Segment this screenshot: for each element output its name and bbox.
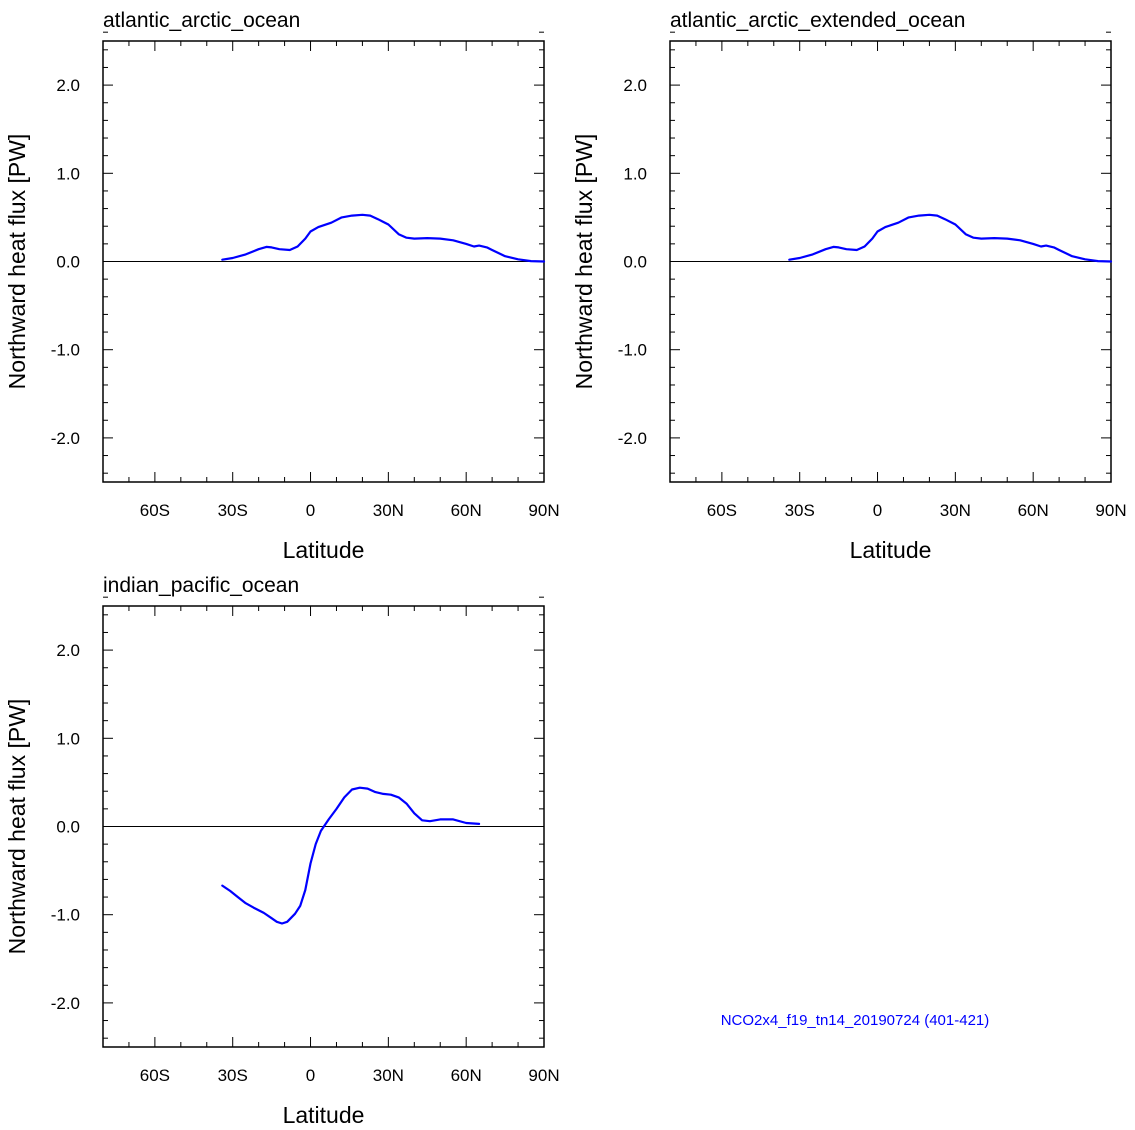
chart-title: atlantic_arctic_extended_ocean <box>670 9 965 32</box>
y-tick-label: -1.0 <box>618 341 647 360</box>
y-tick-label: -2.0 <box>618 429 647 448</box>
x-tick-label: 0 <box>306 501 315 520</box>
x-tick-label: 60N <box>451 1066 482 1085</box>
x-tick-label: 60N <box>451 501 482 520</box>
series-line <box>221 786 481 925</box>
x-tick-label: 60S <box>707 501 737 520</box>
y-tick-label: 1.0 <box>56 164 80 183</box>
x-tick-label: 0 <box>873 501 882 520</box>
y-axis-label: Northward heat flux [PW] <box>4 699 30 955</box>
x-tick-label: 60S <box>140 501 170 520</box>
panel-indian-pacific-ocean: indian_pacific_ocean 60S 30S 0 30N 60N 90N 2.0 1… <box>4 574 560 1128</box>
x-tick-label: 90N <box>528 501 559 520</box>
x-tick-label: 0 <box>306 1066 315 1085</box>
run-label: NCO2x4_f19_tn14_20190724 (401-421) <box>721 1012 990 1029</box>
y-tick-label: 0.0 <box>56 253 80 272</box>
x-tick-label: 90N <box>1095 501 1126 520</box>
y-tick-label: 1.0 <box>623 164 647 183</box>
y-axis-label: Northward heat flux [PW] <box>571 134 597 390</box>
y-tick-label: 2.0 <box>56 641 80 660</box>
x-axis-label: Latitude <box>283 537 365 563</box>
x-tick-label: 60S <box>140 1066 170 1085</box>
x-tick-label: 90N <box>528 1066 559 1085</box>
y-tick-label: 1.0 <box>56 729 80 748</box>
chart-title: indian_pacific_ocean <box>103 574 299 597</box>
x-tick-label: 30N <box>373 1066 404 1085</box>
x-axis-label: Latitude <box>850 537 932 563</box>
x-tick-label: 30N <box>940 501 971 520</box>
x-tick-label: 30S <box>218 1066 248 1085</box>
y-tick-label: 2.0 <box>623 76 647 95</box>
series-line <box>221 213 546 263</box>
x-tick-label: 60N <box>1018 501 1049 520</box>
y-tick-label: 0.0 <box>56 818 80 837</box>
y-tick-label: 2.0 <box>56 76 80 95</box>
panel-atlantic-arctic-extended-ocean: atlantic_arctic_extended_ocean 60S 30S 0 30N… <box>571 9 1127 563</box>
x-axis-label: Latitude <box>283 1102 365 1128</box>
y-axis-label: Northward heat flux [PW] <box>4 134 30 390</box>
y-tick-label: -1.0 <box>51 906 80 925</box>
chart-title: atlantic_arctic_ocean <box>103 9 300 32</box>
y-tick-label: -2.0 <box>51 429 80 448</box>
y-tick-label: -2.0 <box>51 994 80 1013</box>
y-tick-label: 0.0 <box>623 253 647 272</box>
x-tick-label: 30S <box>218 501 248 520</box>
y-tick-label: -1.0 <box>51 341 80 360</box>
x-tick-label: 30S <box>785 501 815 520</box>
panel-atlantic-arctic-ocean: atlantic_arctic_ocean 60S 30S 0 30N 60N 90N 2.0… <box>4 9 560 563</box>
x-tick-label: 30N <box>373 501 404 520</box>
series-line <box>788 213 1113 263</box>
